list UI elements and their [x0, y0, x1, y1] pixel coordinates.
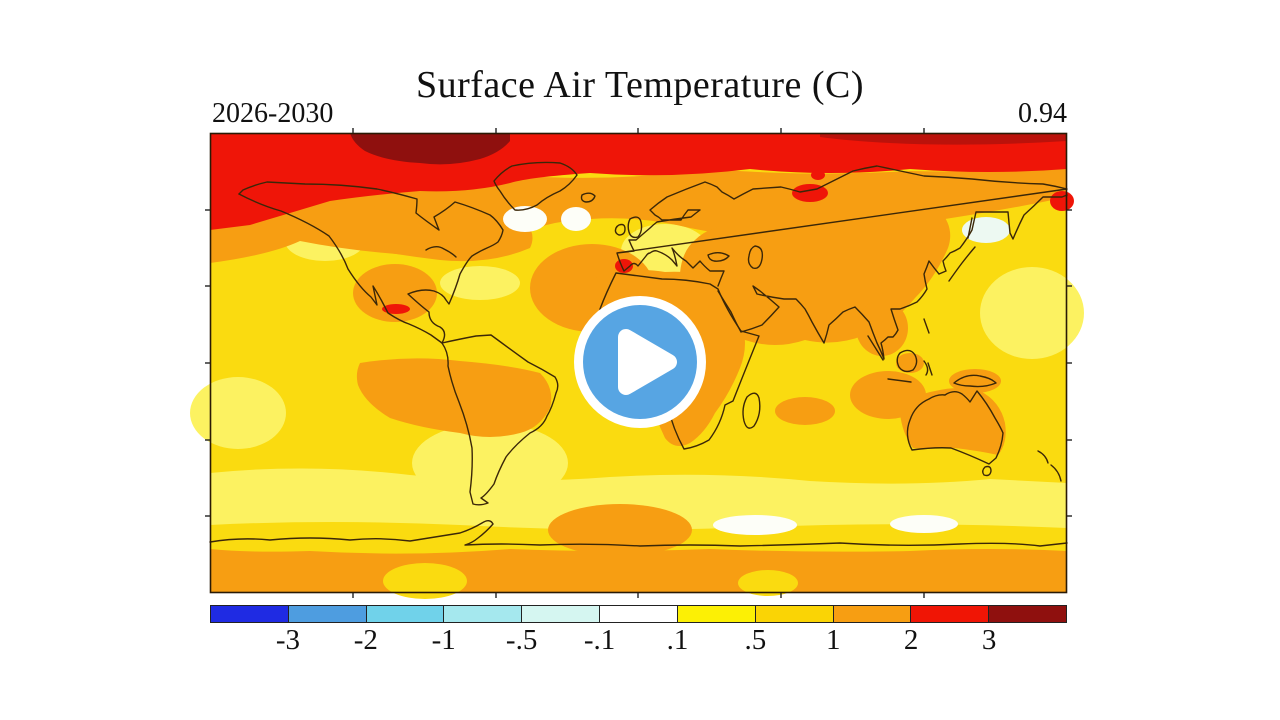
coastlines: [209, 161, 1068, 547]
colorbar-cell: [989, 606, 1066, 622]
colorbar-cell: [911, 606, 990, 622]
colorbar-tick-label: -.5: [505, 624, 538, 656]
world-temperature-map: [190, 128, 1084, 599]
colorbar-cell: [833, 606, 912, 622]
colorbar-cell: [366, 606, 445, 622]
colorbar-tick-label: 2: [903, 624, 919, 656]
colorbar-labels: -3 -2 -1 -.5 -.1 .1 .5 1 2 3: [210, 624, 1067, 660]
colorbar-cell: [755, 606, 834, 622]
period-label: 2026-2030: [212, 98, 334, 129]
colorbar-cell: [522, 606, 601, 622]
chart-title: Surface Air Temperature (C): [415, 64, 864, 106]
colorbar: [210, 605, 1067, 623]
map-frame-and-ticks: [205, 128, 1072, 598]
map-svg: [190, 128, 1084, 599]
colorbar-cell: [211, 606, 289, 622]
colorbar-tick-label: .1: [666, 624, 689, 656]
colorbar-tick-label: -.1: [583, 624, 616, 656]
colorbar-tick-label: 1: [826, 624, 841, 656]
global-mean-value: 0.94: [1018, 98, 1067, 129]
colorbar-tick-label: -1: [431, 624, 456, 656]
colorbar-cell: [288, 606, 367, 622]
colorbar-tick-label: 3: [981, 624, 997, 656]
colorbar-cell: [444, 606, 523, 622]
colorbar-cell: [677, 606, 756, 622]
colorbar-cell: [600, 606, 678, 622]
colorbar-tick-label: .5: [744, 624, 767, 656]
play-button[interactable]: [573, 295, 707, 429]
play-icon: [618, 329, 677, 395]
colorbar-tick-label: -3: [275, 624, 300, 656]
colorbar-tick-label: -2: [353, 624, 378, 656]
